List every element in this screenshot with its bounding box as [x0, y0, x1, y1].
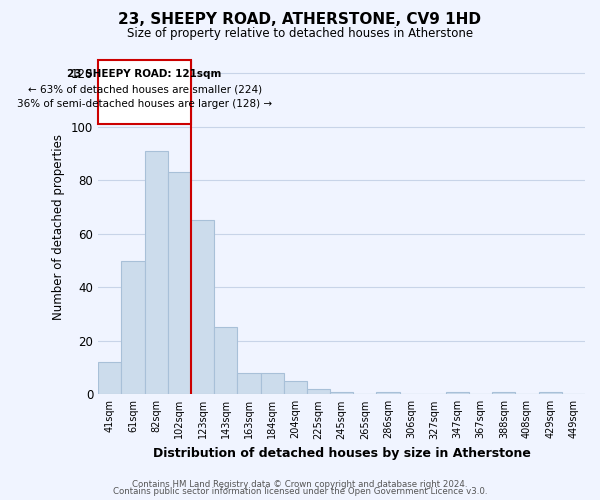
Bar [492, 392, 515, 394]
Bar [307, 389, 330, 394]
Text: 23 SHEEPY ROAD: 121sqm: 23 SHEEPY ROAD: 121sqm [67, 70, 222, 80]
Bar [284, 381, 307, 394]
Text: 36% of semi-detached houses are larger (128) →: 36% of semi-detached houses are larger (… [17, 99, 272, 109]
Bar [145, 151, 168, 394]
Text: Contains public sector information licensed under the Open Government Licence v3: Contains public sector information licen… [113, 487, 487, 496]
Bar [191, 220, 214, 394]
Bar [260, 373, 284, 394]
Text: Size of property relative to detached houses in Atherstone: Size of property relative to detached ho… [127, 28, 473, 40]
Text: Contains HM Land Registry data © Crown copyright and database right 2024.: Contains HM Land Registry data © Crown c… [132, 480, 468, 489]
X-axis label: Distribution of detached houses by size in Atherstone: Distribution of detached houses by size … [153, 447, 530, 460]
Bar [168, 172, 191, 394]
Bar [214, 328, 238, 394]
Bar [539, 392, 562, 394]
Bar [238, 373, 260, 394]
Text: 23, SHEEPY ROAD, ATHERSTONE, CV9 1HD: 23, SHEEPY ROAD, ATHERSTONE, CV9 1HD [119, 12, 482, 28]
Bar [446, 392, 469, 394]
Bar [330, 392, 353, 394]
Bar [376, 392, 400, 394]
Bar [98, 362, 121, 394]
Bar [121, 260, 145, 394]
FancyBboxPatch shape [98, 60, 191, 124]
Text: ← 63% of detached houses are smaller (224): ← 63% of detached houses are smaller (22… [28, 84, 262, 94]
Y-axis label: Number of detached properties: Number of detached properties [52, 134, 65, 320]
